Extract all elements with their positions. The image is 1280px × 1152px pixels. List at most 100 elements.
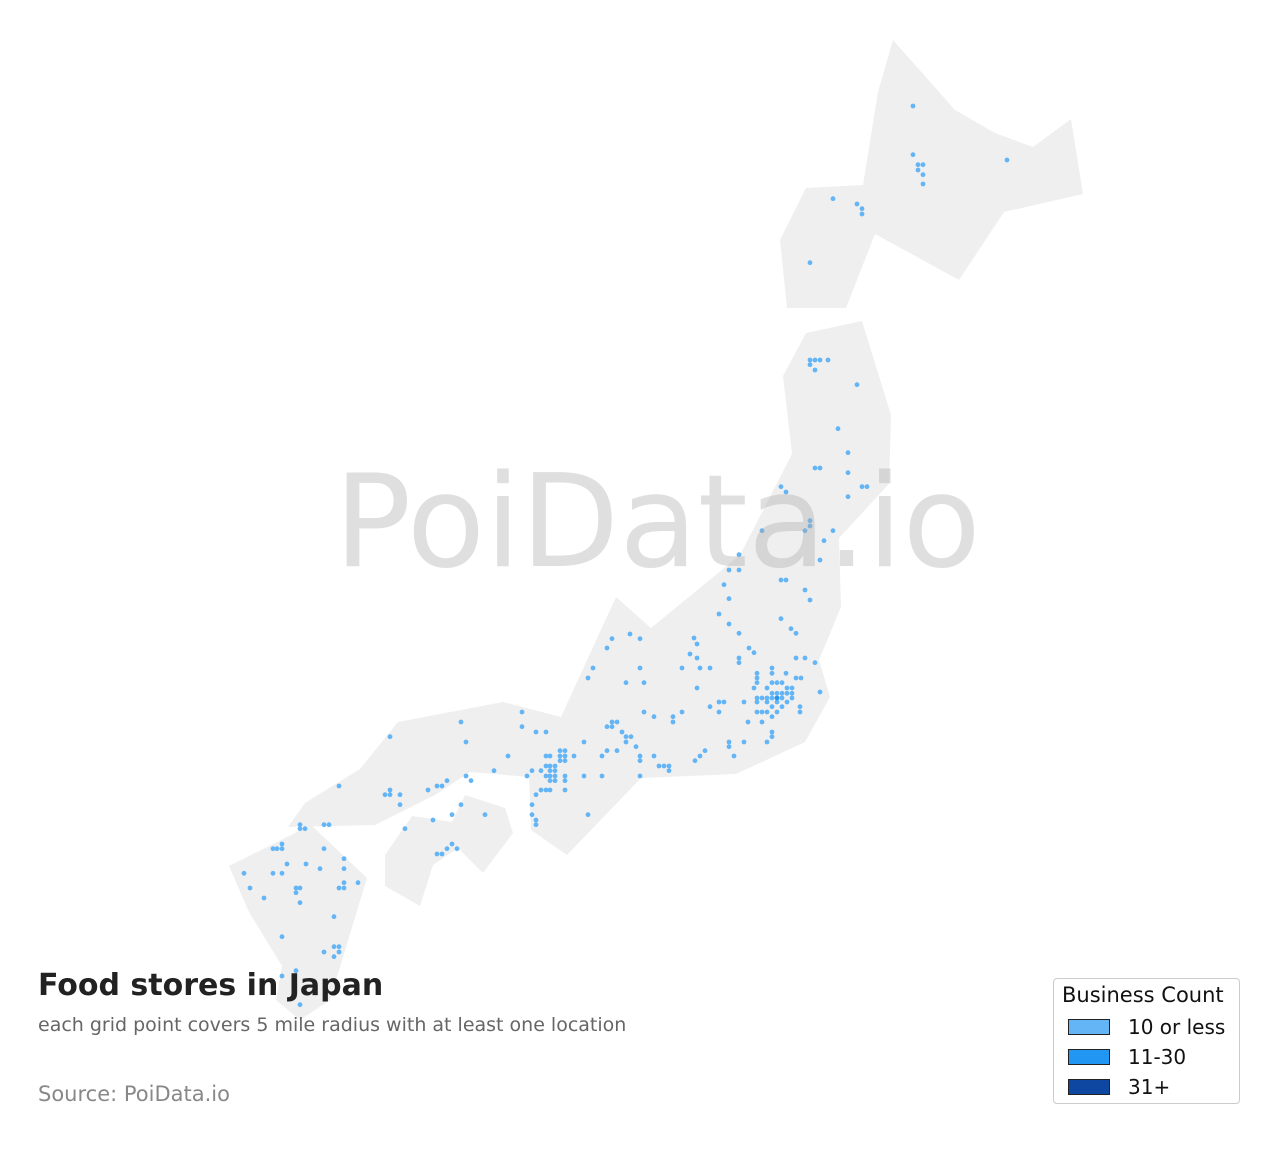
grid-point-10-or-less xyxy=(585,675,591,681)
grid-point-10-or-less xyxy=(279,870,285,876)
grid-point-10-or-less xyxy=(859,211,865,217)
grid-point-10-or-less xyxy=(789,690,795,696)
grid-point-10-or-less xyxy=(764,685,770,691)
grid-point-10-or-less xyxy=(341,885,347,891)
grid-point-10-or-less xyxy=(716,709,722,715)
grid-point-10-or-less xyxy=(812,357,818,363)
grid-point-10-or-less xyxy=(697,753,703,759)
grid-point-10-or-less xyxy=(651,714,657,720)
grid-point-10-or-less xyxy=(279,846,285,852)
legend-swatch xyxy=(1068,1019,1110,1035)
grid-point-10-or-less xyxy=(604,748,610,754)
grid-point-10-or-less xyxy=(387,792,393,798)
grid-point-10-or-less xyxy=(279,973,285,979)
grid-point-10-or-less xyxy=(774,699,780,705)
grid-point-10-or-less xyxy=(726,596,732,602)
grid-point-10-or-less xyxy=(637,636,643,642)
land-honshu xyxy=(288,321,891,855)
grid-point-10-or-less xyxy=(529,768,535,774)
grid-point-10-or-less xyxy=(274,846,280,852)
grid-point-10-or-less xyxy=(562,787,568,793)
grid-point-10-or-less xyxy=(336,885,342,891)
grid-point-10-or-less xyxy=(736,660,742,666)
grid-point-10-or-less xyxy=(538,768,544,774)
grid-point-10-or-less xyxy=(571,753,577,759)
grid-point-10-or-less xyxy=(270,870,276,876)
grid-point-10-or-less xyxy=(261,895,267,901)
grid-point-10-or-less xyxy=(293,968,299,974)
grid-point-10-or-less xyxy=(382,792,388,798)
grid-point-10-or-less xyxy=(754,695,760,701)
grid-point-10-or-less xyxy=(590,665,596,671)
grid-point-10-or-less xyxy=(387,734,393,740)
grid-point-10-or-less xyxy=(434,783,440,789)
legend-swatch xyxy=(1068,1079,1110,1095)
grid-point-10-or-less xyxy=(726,621,732,627)
grid-point-10-or-less xyxy=(797,709,803,715)
legend: Business Count 10 or less 11-30 31+ xyxy=(1053,978,1240,1104)
land-layer xyxy=(229,40,1083,1020)
grid-point-10-or-less xyxy=(779,704,785,710)
grid-point-10-or-less xyxy=(741,739,747,745)
grid-point-10-or-less xyxy=(854,201,860,207)
grid-point-10-or-less xyxy=(543,763,549,769)
grid-point-10-or-less xyxy=(716,611,722,617)
grid-point-10-or-less xyxy=(769,670,775,676)
grid-point-10-or-less xyxy=(425,787,431,793)
grid-point-10-or-less xyxy=(482,812,488,818)
grid-point-10-or-less xyxy=(726,567,732,573)
grid-point-10-or-less xyxy=(687,651,693,657)
grid-point-10-or-less xyxy=(789,685,795,691)
grid-point-10-or-less xyxy=(825,357,831,363)
grid-point-10-or-less xyxy=(331,914,337,920)
grid-point-10-or-less xyxy=(736,567,742,573)
grid-point-10-or-less xyxy=(783,577,789,583)
grid-point-10-or-less xyxy=(764,739,770,745)
grid-point-10-or-less xyxy=(331,954,337,960)
grid-point-10-or-less xyxy=(910,103,916,109)
grid-point-10-or-less xyxy=(784,699,790,705)
grid-point-10-or-less xyxy=(533,822,539,828)
grid-point-10-or-less xyxy=(859,206,865,212)
grid-point-10-or-less xyxy=(769,704,775,710)
grid-point-10-or-less xyxy=(736,630,742,636)
grid-point-10-or-less xyxy=(854,382,860,388)
grid-point-10-or-less xyxy=(633,744,639,750)
grid-point-10-or-less xyxy=(784,690,790,696)
grid-point-10-or-less xyxy=(293,885,299,891)
land-hokkaido xyxy=(780,40,1083,308)
grid-point-10-or-less xyxy=(845,494,851,500)
grid-point-10-or-less xyxy=(604,724,610,730)
grid-point-10-or-less xyxy=(402,826,408,832)
legend-swatch xyxy=(1068,1049,1110,1065)
grid-point-10-or-less xyxy=(628,734,634,740)
grid-point-10-or-less xyxy=(434,851,440,857)
grid-point-10-or-less xyxy=(341,856,347,862)
grid-point-10-or-less xyxy=(812,465,818,471)
grid-point-10-or-less xyxy=(779,695,785,701)
legend-item-high: 31+ xyxy=(1068,1075,1170,1099)
grid-point-10-or-less xyxy=(321,949,327,955)
grid-point-10-or-less xyxy=(279,841,285,847)
grid-point-10-or-less xyxy=(754,709,760,715)
land-shikoku xyxy=(385,795,513,906)
grid-point-10-or-less xyxy=(736,552,742,558)
grid-point-10-or-less xyxy=(341,880,347,886)
grid-point-10-or-less xyxy=(623,734,629,740)
grid-point-10-or-less xyxy=(759,695,765,701)
grid-point-10-or-less xyxy=(397,802,403,808)
grid-point-10-or-less xyxy=(609,724,615,730)
grid-point-10-or-less xyxy=(769,680,775,686)
grid-point-10-or-less xyxy=(759,709,765,715)
grid-point-10-or-less xyxy=(637,753,643,759)
grid-point-10-or-less xyxy=(317,866,323,872)
grid-point-10-or-less xyxy=(783,670,789,676)
grid-point-10-or-less xyxy=(731,753,737,759)
map-subtitle: each grid point covers 5 mile radius wit… xyxy=(38,1014,627,1036)
grid-point-10-or-less xyxy=(778,577,784,583)
grid-point-10-or-less xyxy=(581,739,587,745)
grid-point-10-or-less xyxy=(547,773,553,779)
grid-point-10-or-less xyxy=(297,1002,303,1008)
map-title: Food stores in Japan xyxy=(38,968,384,1003)
grid-point-10-or-less xyxy=(661,763,667,769)
